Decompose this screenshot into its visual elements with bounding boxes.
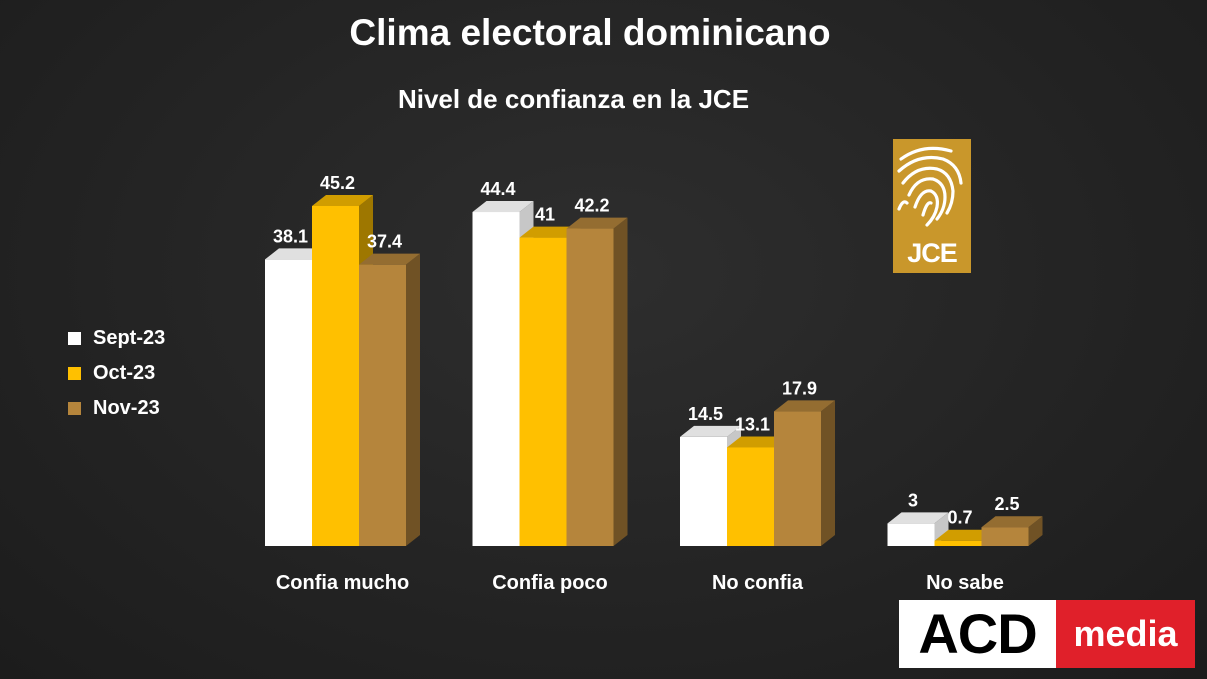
bar-side	[613, 217, 628, 546]
legend-item-sept: Sept-23	[68, 321, 165, 356]
bar	[472, 212, 520, 546]
legend-item-oct: Oct-23	[68, 356, 165, 391]
bar	[774, 411, 821, 546]
bar-side	[1028, 516, 1043, 546]
bar	[312, 206, 359, 546]
fingerprint-icon	[897, 146, 963, 227]
bar-top	[472, 201, 534, 213]
jce-logo-text: JCE	[907, 238, 958, 268]
legend-label: Oct-23	[93, 362, 156, 384]
bar	[934, 540, 982, 546]
data-label: 42.2	[574, 196, 609, 216]
category-label: Confia poco	[492, 572, 608, 594]
brand-media-text: media	[1056, 600, 1195, 668]
bar-top	[934, 529, 996, 541]
data-label: 44.4	[480, 179, 515, 199]
bar-side	[406, 253, 420, 547]
brand-acd-text: ACD	[899, 600, 1056, 668]
jce-logo: JCE	[893, 139, 971, 273]
legend-label: Nov-23	[93, 397, 160, 419]
legend-swatch	[68, 367, 81, 380]
bar-top	[359, 253, 420, 265]
bar	[727, 447, 774, 546]
legend: Sept-23 Oct-23 Nov-23	[68, 321, 165, 426]
data-label: 2.5	[994, 494, 1019, 514]
data-label: 17.9	[782, 378, 817, 398]
bar-top	[981, 516, 1043, 528]
bar-top	[727, 436, 788, 448]
bar-top	[774, 400, 835, 412]
category-label: Confia mucho	[276, 572, 409, 594]
bar-top	[312, 195, 373, 206]
legend-swatch	[68, 402, 81, 415]
bar	[887, 523, 935, 546]
data-label: 14.5	[688, 404, 723, 424]
data-label: 0.7	[947, 508, 972, 528]
bar	[680, 436, 727, 546]
bar	[265, 259, 312, 546]
legend-label: Sept-23	[93, 327, 166, 349]
chart-title: Clima electoral dominicano	[349, 12, 831, 53]
category-label: No sabe	[926, 572, 1004, 594]
data-label: 38.1	[273, 226, 308, 246]
bar	[359, 264, 406, 546]
bar-top	[566, 217, 628, 229]
chart-subtitle: Nivel de confianza en la JCE	[397, 84, 750, 114]
acd-media-logo: ACD media	[899, 600, 1195, 668]
bar-top	[265, 248, 326, 260]
data-label: 41	[535, 205, 555, 225]
bar-side	[821, 400, 835, 546]
data-label: 13.1	[735, 414, 770, 434]
data-label: 37.4	[367, 232, 402, 252]
legend-swatch	[68, 332, 81, 345]
category-label: No confia	[712, 572, 804, 594]
legend-item-nov: Nov-23	[68, 391, 165, 426]
bar	[519, 237, 567, 546]
bar-top	[519, 226, 581, 238]
bar	[566, 228, 614, 546]
bar-top	[680, 425, 741, 437]
data-label: 45.2	[320, 173, 355, 193]
bar	[981, 527, 1029, 546]
data-label: 3	[908, 490, 918, 510]
bar-top	[887, 512, 949, 524]
